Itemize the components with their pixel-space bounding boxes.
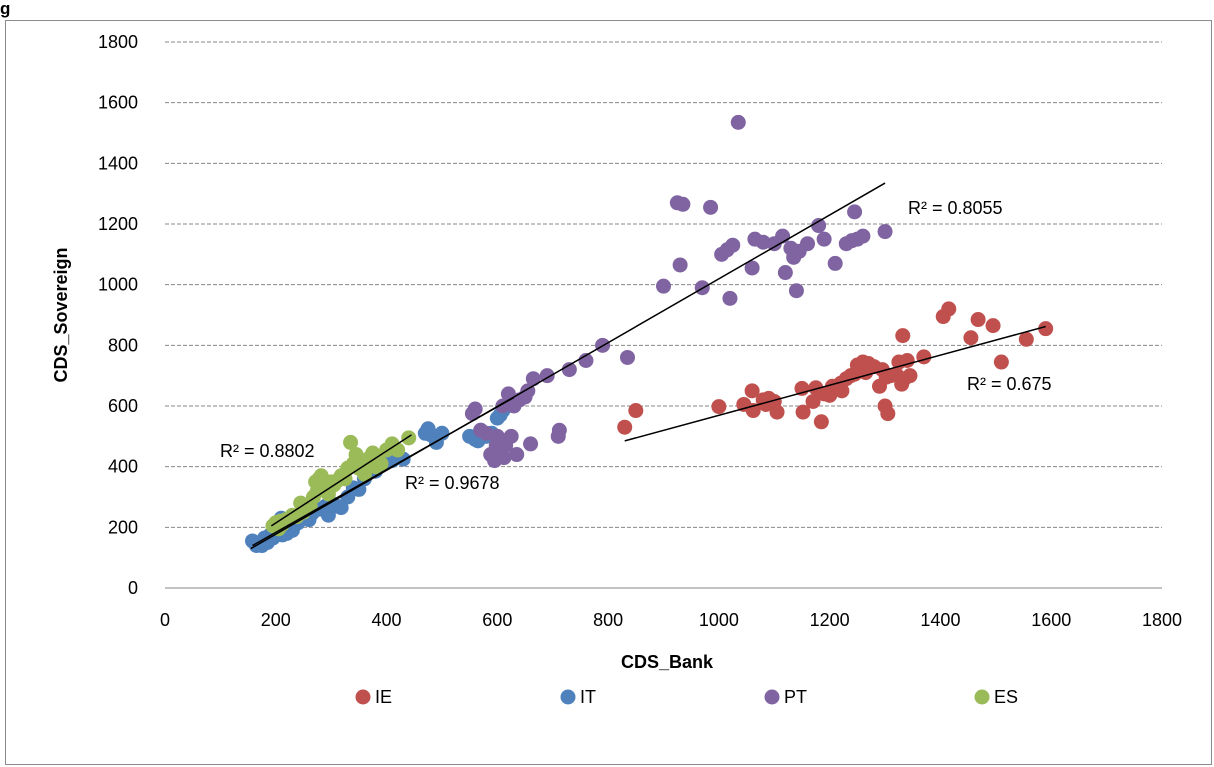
y-tick-label: 0 bbox=[128, 578, 138, 598]
data-point-pt bbox=[855, 228, 871, 244]
data-point-ie bbox=[711, 399, 727, 415]
data-point-pt bbox=[847, 204, 863, 220]
trendline-ie bbox=[624, 325, 1046, 442]
data-point-pt bbox=[523, 436, 539, 452]
data-point-ie bbox=[1018, 331, 1034, 347]
figure-title: g bbox=[0, 0, 11, 18]
data-point-pt bbox=[525, 371, 541, 387]
data-point-ie bbox=[963, 330, 979, 346]
y-tick-label: 1000 bbox=[98, 275, 138, 295]
data-point-es bbox=[348, 447, 364, 463]
data-point-ie bbox=[805, 393, 821, 409]
legend-label-it: IT bbox=[580, 687, 596, 707]
x-tick-label: 200 bbox=[261, 610, 291, 630]
data-point-ie bbox=[1038, 321, 1054, 337]
data-point-ie bbox=[880, 406, 896, 422]
x-tick-label: 1800 bbox=[1142, 610, 1182, 630]
x-tick-label: 1600 bbox=[1031, 610, 1071, 630]
y-tick-label: 1800 bbox=[98, 32, 138, 52]
data-point-pt bbox=[561, 362, 577, 378]
data-point-es bbox=[401, 430, 417, 446]
data-point-pt bbox=[811, 218, 827, 234]
trendline-pt bbox=[250, 182, 886, 550]
x-tick-label: 1400 bbox=[920, 610, 960, 630]
x-tick-label: 800 bbox=[593, 610, 623, 630]
data-point-ie bbox=[985, 318, 1001, 334]
data-point-ie bbox=[970, 312, 986, 328]
data-point-ie bbox=[941, 301, 957, 317]
data-point-pt bbox=[800, 236, 816, 252]
legend-marker-es bbox=[974, 689, 990, 705]
trendline-es bbox=[270, 434, 412, 527]
r2-label-es: R² = 0.8802 bbox=[220, 441, 315, 461]
legend-marker-pt bbox=[764, 689, 780, 705]
data-point-es bbox=[343, 434, 359, 450]
data-point-ie bbox=[834, 383, 850, 399]
chart-frame bbox=[5, 20, 1212, 765]
legend-label-pt: PT bbox=[784, 687, 807, 707]
data-point-pt bbox=[725, 237, 741, 253]
data-point-pt bbox=[551, 422, 567, 438]
legend-marker-ie bbox=[355, 689, 371, 705]
data-point-pt bbox=[496, 450, 512, 466]
y-tick-label: 1600 bbox=[98, 93, 138, 113]
r2-label-pt: R² = 0.8055 bbox=[908, 198, 1003, 218]
r2-label-ie: R² = 0.675 bbox=[967, 374, 1052, 394]
r2-labels: R² = 0.675 R² = 0.9678 R² = 0.8055 R² = 0.8… bbox=[220, 198, 1052, 493]
data-point-pt bbox=[619, 349, 635, 365]
y-tick-label: 200 bbox=[108, 517, 138, 537]
data-point-pt bbox=[877, 224, 893, 240]
data-point-ie bbox=[895, 328, 911, 344]
data-point-ie bbox=[813, 414, 829, 430]
data-point-pt bbox=[675, 196, 691, 212]
data-point-ie bbox=[744, 383, 760, 399]
y-axis-title: CDS_Sovereign bbox=[51, 247, 71, 382]
data-point-pt bbox=[672, 257, 688, 273]
data-point-pt bbox=[816, 231, 832, 247]
x-tick-label: 400 bbox=[372, 610, 402, 630]
legend-marker-it bbox=[560, 689, 576, 705]
data-point-pt bbox=[744, 260, 760, 276]
data-point-ie bbox=[769, 404, 785, 420]
x-tick-label: 600 bbox=[482, 610, 512, 630]
data-point-ie bbox=[902, 368, 918, 384]
data-point-pt bbox=[722, 290, 738, 306]
y-tick-label: 600 bbox=[108, 396, 138, 416]
legend-label-ie: IE bbox=[375, 687, 392, 707]
y-tick-label: 800 bbox=[108, 335, 138, 355]
data-point-ie bbox=[916, 349, 932, 365]
y-tick-labels: 0 200 400 600 800 1000 1200 1400 1600 1800 bbox=[98, 32, 138, 598]
y-tick-label: 1400 bbox=[98, 153, 138, 173]
data-point-es bbox=[373, 456, 389, 472]
data-point-ie bbox=[617, 419, 633, 435]
x-tick-label: 1000 bbox=[699, 610, 739, 630]
data-point-pt bbox=[703, 199, 719, 215]
legend-label-es: ES bbox=[994, 687, 1018, 707]
data-point-ie bbox=[628, 403, 644, 419]
data-point-pt bbox=[827, 255, 843, 271]
data-point-pt bbox=[509, 447, 525, 463]
data-point-pt bbox=[656, 278, 671, 294]
r2-label-it: R² = 0.9678 bbox=[405, 473, 500, 493]
data-point-pt bbox=[467, 401, 483, 417]
y-tick-label: 1200 bbox=[98, 214, 138, 234]
x-axis-title: CDS_Bank bbox=[621, 652, 714, 672]
legend: IE IT PT ES bbox=[355, 687, 1018, 707]
data-point-pt bbox=[755, 234, 771, 250]
data-point-pt bbox=[730, 114, 746, 130]
data-point-ie bbox=[899, 353, 915, 368]
data-point-es bbox=[390, 442, 406, 458]
x-tick-label: 0 bbox=[160, 610, 170, 630]
x-tick-label: 1200 bbox=[810, 610, 850, 630]
y-tick-label: 400 bbox=[108, 457, 138, 477]
x-tick-labels: 0 200 400 600 800 1000 1200 1400 1600 1800 bbox=[160, 610, 1182, 630]
data-point-ie bbox=[993, 354, 1009, 370]
data-points bbox=[245, 114, 1054, 554]
data-point-pt bbox=[503, 428, 519, 444]
data-point-pt bbox=[788, 283, 804, 299]
data-point-ie bbox=[795, 404, 811, 420]
data-point-pt bbox=[777, 265, 793, 281]
